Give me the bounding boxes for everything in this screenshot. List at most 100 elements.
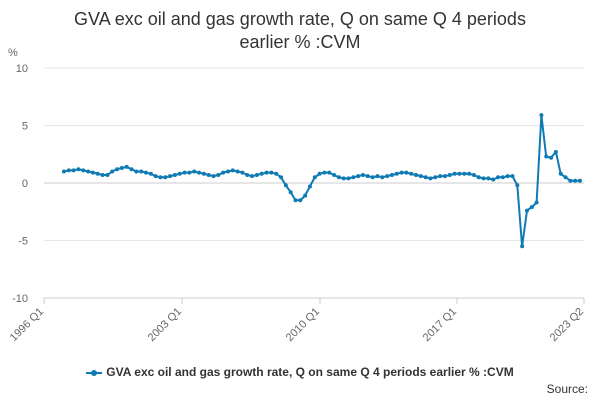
data-point [143,170,148,175]
data-point [356,174,361,179]
data-point [481,176,486,181]
data-point [100,172,105,177]
data-point [293,198,298,203]
x-ticks: 1996 Q1 2003 Q1 2010 Q1 2017 Q1 2023 Q2 [8,297,586,344]
data-point [303,193,308,198]
data-point [187,170,192,175]
data-point [312,175,317,180]
data-point [259,171,264,176]
x-tick-label: 2023 Q2 [548,306,586,344]
data-point [423,175,428,180]
data-point [201,171,206,176]
data-point [496,175,501,180]
data-point [486,176,491,181]
x-tick-label: 2017 Q1 [421,306,459,344]
data-point [250,174,255,179]
data-point [544,154,549,159]
source-text: Source: [546,382,588,396]
data-point [172,172,177,177]
data-point [211,174,216,179]
data-point [240,170,245,175]
data-point [438,174,443,179]
y-tick-label: -10 [12,293,28,305]
x-tick-label: 2010 Q1 [284,306,322,344]
data-point [95,171,100,176]
data-point [520,244,525,249]
data-point [563,175,568,180]
data-point [510,174,515,179]
data-point [578,178,582,183]
data-point [534,200,539,205]
data-point [139,169,144,174]
data-point [71,168,76,173]
data-point [129,167,134,172]
data-point [90,170,95,175]
data-point [254,172,259,177]
data-point [505,174,510,179]
data-point [177,171,182,176]
data-point [500,175,505,180]
data-point [442,174,447,179]
data-point [230,168,235,173]
data-point [168,174,173,179]
y-tick-label: -5 [18,236,28,248]
data-point [221,170,226,175]
data-point [365,174,370,179]
legend-marker-icon [86,368,103,378]
data-point [153,174,158,179]
data-point [394,171,399,176]
data-point [148,171,153,176]
data-point [414,172,419,177]
data-point [549,155,554,160]
data-point [86,169,91,174]
data-point [216,172,221,177]
data-point [428,176,433,181]
y-tick-labels: 10 5 0 -5 -10 [12,63,28,305]
data-point [529,205,534,210]
chart-title-line-2: earlier % :CVM [239,32,361,52]
data-point [274,171,279,176]
chart-title: GVA exc oil and gas growth rate, Q on sa… [0,8,600,54]
data-point [553,149,558,154]
data-point [336,175,341,180]
data-point [573,178,578,183]
data-point [158,175,163,180]
data-point [235,169,240,174]
series-line-group [62,113,582,249]
data-point [163,175,168,180]
data-point [182,170,187,175]
data-point [307,184,312,189]
data-point [225,169,230,174]
data-point [322,170,327,175]
data-point [110,169,115,174]
y-axis-label: % [8,47,18,59]
data-point [66,168,71,173]
data-point [351,175,356,180]
data-point [245,172,250,177]
data-point [462,171,467,176]
x-tick-label: 1996 Q1 [8,306,46,344]
data-point [192,169,197,174]
data-point [471,172,476,177]
data-point [105,172,110,177]
data-point [524,208,529,213]
data-point [197,170,202,175]
data-point [457,171,462,176]
legend-entry: GVA exc oil and gas growth rate, Q on sa… [106,365,514,379]
data-point [491,177,496,182]
data-point [389,172,394,177]
y-tick-label: 10 [16,63,28,75]
data-point [558,171,563,176]
y-tick-label: 0 [22,178,28,190]
data-point [568,178,573,183]
data-point [404,170,409,175]
data-point [327,170,332,175]
data-point [81,168,86,173]
data-point [124,164,129,169]
data-point [418,174,423,179]
x-tick-label: 2003 Q1 [146,306,184,344]
data-point [476,175,481,180]
data-point [452,171,457,176]
data-point [385,174,390,179]
